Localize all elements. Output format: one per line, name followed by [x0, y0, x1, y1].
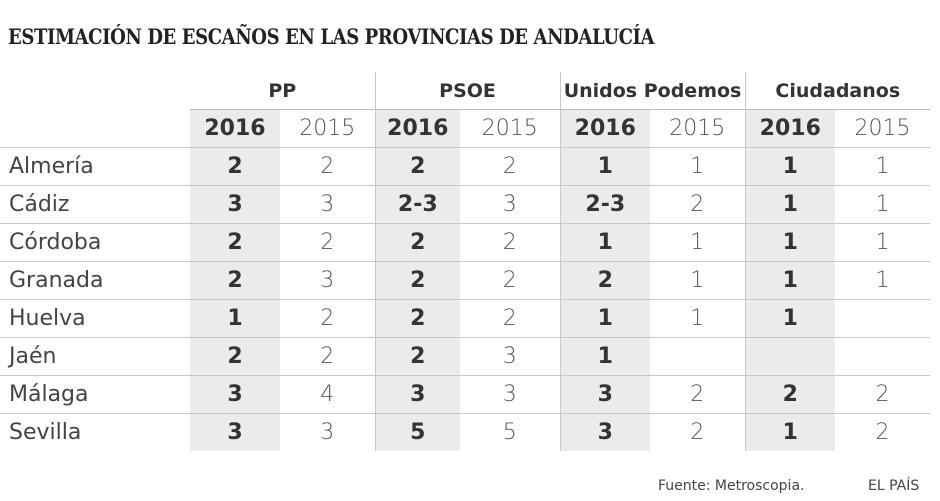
seat-value: 2 — [650, 185, 746, 224]
seat-value: 5 — [374, 413, 461, 451]
table-row: Huelva 1 2 2 2 1 1 1 — [0, 299, 931, 338]
seat-value: 2 — [650, 375, 746, 414]
seat-value: 3 — [280, 261, 376, 300]
seat-value: 2 — [190, 147, 280, 186]
year-header: 2016 — [744, 109, 836, 148]
seat-value: 2 — [280, 147, 376, 186]
seat-value: 2 — [280, 223, 376, 262]
year-header: 2016 — [374, 109, 461, 148]
chart-title: ESTIMACIÓN DE ESCAÑOS EN LAS PROVINCIAS … — [8, 24, 655, 49]
party-header: Unidos Podemos — [559, 72, 746, 110]
table-row: Jaén 2 2 2 3 1 — [0, 337, 931, 376]
seat-value: 1 — [650, 147, 746, 186]
seat-value: 3 — [374, 375, 461, 414]
seat-value: 1 — [650, 261, 746, 300]
seat-value: 2 — [460, 223, 561, 262]
table-row: Málaga 3 4 3 3 3 2 2 2 — [0, 375, 931, 414]
table-row: Granada 2 3 2 2 2 1 1 1 — [0, 261, 931, 300]
seat-value: 2 — [374, 223, 461, 262]
seat-value: 1 — [835, 147, 931, 186]
seat-value: 2 — [835, 413, 931, 451]
seat-value: 2 — [374, 299, 461, 338]
province-label: Granada — [0, 261, 190, 300]
table-row: Cádiz 3 3 2-3 3 2-3 2 1 1 — [0, 185, 931, 224]
corner — [0, 110, 190, 148]
year-header: 2016 — [190, 109, 280, 148]
seat-value: 1 — [559, 299, 651, 338]
seat-value: 1 — [835, 261, 931, 300]
province-label: Cádiz — [0, 185, 190, 224]
year-header: 2015 — [835, 109, 931, 148]
seat-value: 1 — [744, 413, 836, 451]
seat-value: 2 — [650, 413, 746, 451]
source-note: Fuente: Metroscopia. — [658, 478, 805, 494]
party-header: PP — [268, 79, 297, 102]
province-label: Huelva — [0, 299, 190, 338]
seat-value: 1 — [744, 185, 836, 224]
table-row: Sevilla 3 3 5 5 3 2 1 2 — [0, 413, 931, 451]
year-header: 2015 — [460, 109, 561, 148]
seat-value: 5 — [460, 413, 561, 451]
brand-label: EL PAÍS — [868, 478, 920, 494]
seat-value: 1 — [744, 299, 836, 338]
province-label: Sevilla — [0, 413, 190, 451]
seat-value: 1 — [559, 223, 651, 262]
seat-value — [650, 337, 746, 376]
province-label: Almería — [0, 147, 190, 186]
seat-value: 2 — [280, 337, 376, 376]
seat-value: 3 — [559, 375, 651, 414]
seat-value: 1 — [744, 223, 836, 262]
seat-value: 2 — [744, 375, 836, 414]
seat-value — [835, 299, 931, 338]
seat-value: 1 — [190, 299, 280, 338]
year-header: 2015 — [280, 109, 376, 148]
seat-value: 2 — [374, 261, 461, 300]
party-header: Ciudadanos — [744, 72, 931, 110]
year-header: 2015 — [650, 109, 746, 148]
seats-table: PP PSOE Unidos Podemos Ciudadanos 2016 2015 2… — [0, 72, 931, 451]
seat-value: 2 — [190, 261, 280, 300]
seat-value: 2 — [460, 147, 561, 186]
seat-value: 2-3 — [559, 185, 651, 224]
seat-value — [744, 337, 836, 376]
seat-value: 3 — [460, 337, 561, 376]
table-row: Almería 2 2 2 2 1 1 1 1 — [0, 147, 931, 186]
seat-value: 1 — [744, 261, 836, 300]
corner — [0, 72, 190, 110]
party-header: PSOE — [374, 72, 561, 110]
seat-value: 3 — [280, 185, 376, 224]
seat-value: 2-3 — [374, 185, 461, 224]
seat-value: 2 — [460, 261, 561, 300]
seat-value: 3 — [460, 375, 561, 414]
year-header: 2016 — [559, 109, 651, 148]
seat-value: 2 — [374, 147, 461, 186]
seat-value: 3 — [280, 413, 376, 451]
seat-value: 3 — [190, 185, 280, 224]
province-label: Jaén — [0, 337, 190, 376]
table-row: Córdoba 2 2 2 2 1 1 1 1 — [0, 223, 931, 262]
seat-value: 2 — [374, 337, 461, 376]
seat-value: 1 — [744, 147, 836, 186]
seat-value: 2 — [190, 223, 280, 262]
seat-value: 3 — [559, 413, 651, 451]
seat-value: 2 — [835, 375, 931, 414]
seat-value: 3 — [460, 185, 561, 224]
seat-value: 1 — [650, 299, 746, 338]
seat-value: 3 — [190, 375, 280, 414]
seat-value: 2 — [280, 299, 376, 338]
seat-value: 1 — [835, 223, 931, 262]
seat-value: 3 — [190, 413, 280, 451]
seat-value: 2 — [460, 299, 561, 338]
seat-value: 2 — [559, 261, 651, 300]
seat-value: 1 — [835, 185, 931, 224]
seat-value: 1 — [559, 337, 651, 376]
province-label: Málaga — [0, 375, 190, 414]
province-label: Córdoba — [0, 223, 190, 262]
seat-value: 2 — [190, 337, 280, 376]
seat-value — [835, 337, 931, 376]
seat-value: 1 — [650, 223, 746, 262]
seat-value: 4 — [280, 375, 376, 414]
seat-value: 1 — [559, 147, 651, 186]
